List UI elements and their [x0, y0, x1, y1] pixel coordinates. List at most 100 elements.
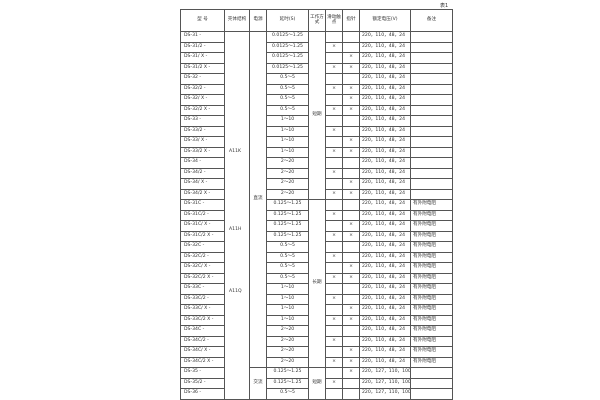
- pointer-cell: ×: [342, 188, 360, 200]
- voltage-cell: 220，110，48，24: [359, 346, 411, 358]
- delay-cell: 2～20: [266, 346, 309, 358]
- pointer-cell: [342, 241, 360, 253]
- sliding-contact-cell: [325, 157, 343, 169]
- delay-cell: 1～10: [266, 146, 309, 158]
- delay-cell: 0.0125～1.25: [266, 52, 309, 64]
- pointer-cell: [342, 283, 360, 295]
- model-cell: DS-31C -: [180, 199, 225, 211]
- pointer-cell: [342, 31, 360, 43]
- shell-label: A11Q: [229, 289, 242, 294]
- table-row: DS-32C/ X - 0.5～5 × 220，110，48，24 有外附电阻: [180, 262, 453, 274]
- delay-cell: 0.125～1.25: [266, 230, 309, 242]
- remarks-cell: 有外附电阻: [410, 241, 453, 253]
- table-row: DS-34/2 - 2～20 × 220，110，48，24: [180, 167, 453, 179]
- voltage-cell: 220，110，48，24: [359, 52, 411, 64]
- remarks-cell: [410, 125, 453, 137]
- sliding-contact-cell: [325, 115, 343, 127]
- delay-cell: 1～10: [266, 283, 309, 295]
- remarks-cell: [410, 104, 453, 116]
- voltage-cell: 220，110，48，24: [359, 62, 411, 74]
- model-cell: DS-34C/ X -: [180, 346, 225, 358]
- voltage-cell: 220，110，48，24: [359, 304, 411, 316]
- voltage-cell: 220，110，48，24: [359, 199, 411, 211]
- voltage-cell: 220，110，48，24: [359, 325, 411, 337]
- table-row: DS-32/2 X -0.5～5 × × 220，110，48，24: [180, 104, 453, 116]
- delay-cell: 2～20: [266, 188, 309, 200]
- model-cell: DS-31C/ X -: [180, 220, 225, 232]
- shell-structure-cell: A11K A11H A11Q: [224, 31, 250, 400]
- header-sliding-contact: 滑动触点: [325, 9, 343, 32]
- sliding-contact-cell: ×: [325, 335, 343, 347]
- sliding-contact-cell: ×: [325, 209, 343, 221]
- sliding-contact-cell: ×: [325, 230, 343, 242]
- pointer-cell: ×: [342, 104, 360, 116]
- model-cell: DS-35/2 -: [180, 377, 225, 389]
- sliding-contact-cell: [325, 325, 343, 337]
- model-cell: DS-31/ X -: [180, 52, 225, 64]
- voltage-cell: 220，110，48，24: [359, 157, 411, 169]
- sliding-contact-cell: ×: [325, 167, 343, 179]
- pointer-cell: ×: [342, 62, 360, 74]
- delay-cell: 0.5～5: [266, 272, 309, 284]
- remarks-cell: [410, 157, 453, 169]
- work-mode-cell: 短期: [308, 367, 326, 400]
- model-cell: DS-33/ X -: [180, 136, 225, 148]
- sliding-contact-cell: [325, 388, 343, 400]
- table-row: DS-31C/ X - 0.125～1.25 × 220，110，48，24 有外附电阻: [180, 220, 453, 232]
- model-cell: DS-36 -: [180, 388, 225, 400]
- pointer-cell: ×: [342, 304, 360, 316]
- model-cell: DS-31C/2 X -: [180, 230, 225, 242]
- header-work-mode: 工作方式: [308, 9, 326, 32]
- remarks-cell: [410, 83, 453, 95]
- table-row: DS-35 - 交流 0.125～1.25 短期 × 220，127，110，100: [180, 367, 453, 400]
- model-cell: DS-31 -: [180, 31, 225, 43]
- remarks-cell: 有外附电阻: [410, 199, 453, 211]
- header-power: 电源: [249, 9, 267, 32]
- pointer-cell: [342, 293, 360, 305]
- delay-cell: 0.5～5: [266, 251, 309, 263]
- model-cell: DS-34C/2 X -: [180, 356, 225, 368]
- pointer-cell: [342, 73, 360, 85]
- table-row: DS-31/2 X -0.0125～1.25 × × 220，110，48，24: [180, 62, 453, 74]
- sliding-contact-cell: [325, 94, 343, 106]
- pointer-cell: [342, 115, 360, 127]
- voltage-cell: 220，110，48，24: [359, 125, 411, 137]
- pointer-cell: [342, 209, 360, 221]
- sliding-contact-cell: ×: [325, 83, 343, 95]
- shell-label: A11H: [229, 227, 242, 232]
- delay-cell: 1～10: [266, 304, 309, 316]
- voltage-cell: 220，110，48，24: [359, 167, 411, 179]
- remarks-cell: 有外附电阻: [410, 325, 453, 337]
- table-row: DS-34 - 2～20 220，110，48，24: [180, 157, 453, 169]
- sliding-contact-cell: [325, 283, 343, 295]
- model-cell: DS-32 -: [180, 73, 225, 85]
- remarks-cell: [410, 94, 453, 106]
- voltage-cell: 220，110，48，24: [359, 136, 411, 148]
- model-cell: DS-33/2 -: [180, 125, 225, 137]
- delay-cell: 2～20: [266, 335, 309, 347]
- remarks-cell: 有外附电阻: [410, 314, 453, 326]
- pointer-cell: ×: [342, 262, 360, 274]
- remarks-cell: [410, 41, 453, 53]
- voltage-cell: 220，110，48，24: [359, 335, 411, 347]
- sliding-contact-cell: ×: [325, 272, 343, 284]
- sliding-contact-cell: [325, 31, 343, 43]
- delay-cell: 0.5～5: [266, 73, 309, 85]
- remarks-cell: 有外附电阻: [410, 272, 453, 284]
- delay-cell: 0.0125～1.25: [266, 62, 309, 74]
- table-row: DS-33/ X - 1～10 × 220，110，48，24: [180, 136, 453, 148]
- table-row: DS-34/2 X -2～20 × × 220，110，48，24: [180, 188, 453, 200]
- sliding-contact-cell: [325, 367, 343, 379]
- remarks-cell: [410, 52, 453, 64]
- pointer-cell: [342, 199, 360, 211]
- table-caption: 表1: [440, 3, 449, 9]
- model-cell: DS-33C/ X -: [180, 304, 225, 316]
- remarks-cell: [410, 73, 453, 85]
- delay-cell: 2～20: [266, 167, 309, 179]
- model-cell: DS-35 -: [180, 367, 225, 379]
- sliding-contact-cell: [325, 136, 343, 148]
- table-row: DS-34C/ X - 2～20 × 220，110，48，24 有外附电阻: [180, 346, 453, 358]
- sliding-contact-cell: ×: [325, 104, 343, 116]
- pointer-cell: [342, 157, 360, 169]
- delay-cell: 0.5～5: [266, 104, 309, 116]
